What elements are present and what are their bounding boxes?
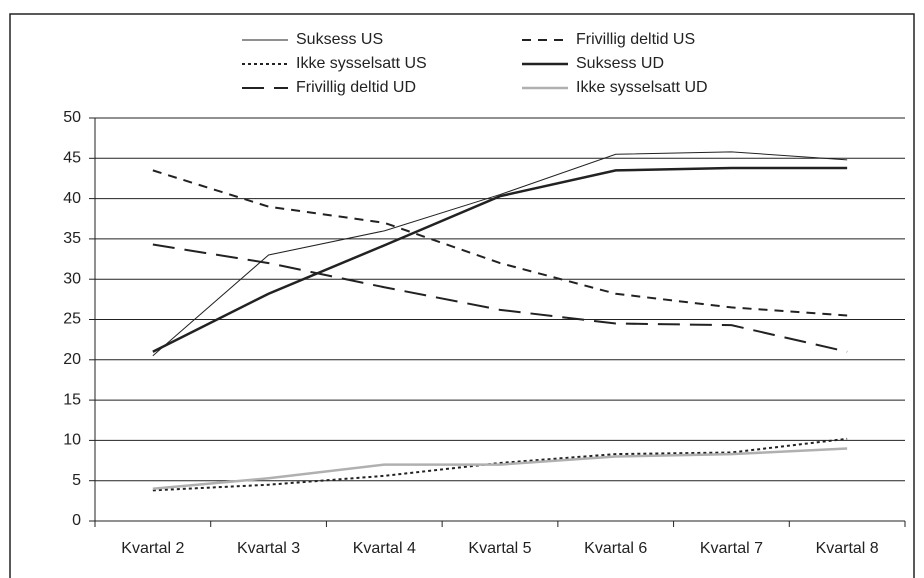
legend-label: Suksess UD <box>576 55 664 72</box>
y-tick-label: 50 <box>63 109 81 126</box>
line-series <box>152 151 848 357</box>
x-tick-label: Kvartal 8 <box>816 540 879 557</box>
legend-label: Frivillig deltid UD <box>296 79 416 96</box>
x-tick-label: Kvartal 4 <box>353 540 416 557</box>
line-series <box>152 447 848 491</box>
x-tick-label: Kvartal 3 <box>237 540 300 557</box>
y-tick-label: 0 <box>72 512 81 529</box>
line-series <box>152 166 848 353</box>
y-tick-label: 30 <box>63 270 81 287</box>
frame <box>9 13 915 578</box>
y-tick-label: 25 <box>63 311 81 328</box>
y-tick-label: 20 <box>63 351 81 368</box>
y-tick-label: 40 <box>63 190 81 207</box>
y-tick-label: 5 <box>72 472 81 489</box>
x-tick-label: Kvartal 5 <box>468 540 531 557</box>
legend-label: Ikke sysselsatt UD <box>576 79 708 96</box>
legend-label: Frivillig deltid US <box>576 31 695 48</box>
legend-label: Ikke sysselsatt US <box>296 55 427 72</box>
x-tick-label: Kvartal 2 <box>121 540 184 557</box>
x-tick-label: Kvartal 7 <box>700 540 763 557</box>
x-tick-label: Kvartal 6 <box>584 540 647 557</box>
y-tick-label: 10 <box>63 432 81 449</box>
line-series <box>152 169 848 317</box>
line-series <box>152 243 848 353</box>
legend-label: Suksess US <box>296 31 383 48</box>
line-series <box>152 437 848 492</box>
y-tick-label: 45 <box>63 150 81 167</box>
y-tick-label: 15 <box>63 391 81 408</box>
y-tick-label: 35 <box>63 230 81 247</box>
